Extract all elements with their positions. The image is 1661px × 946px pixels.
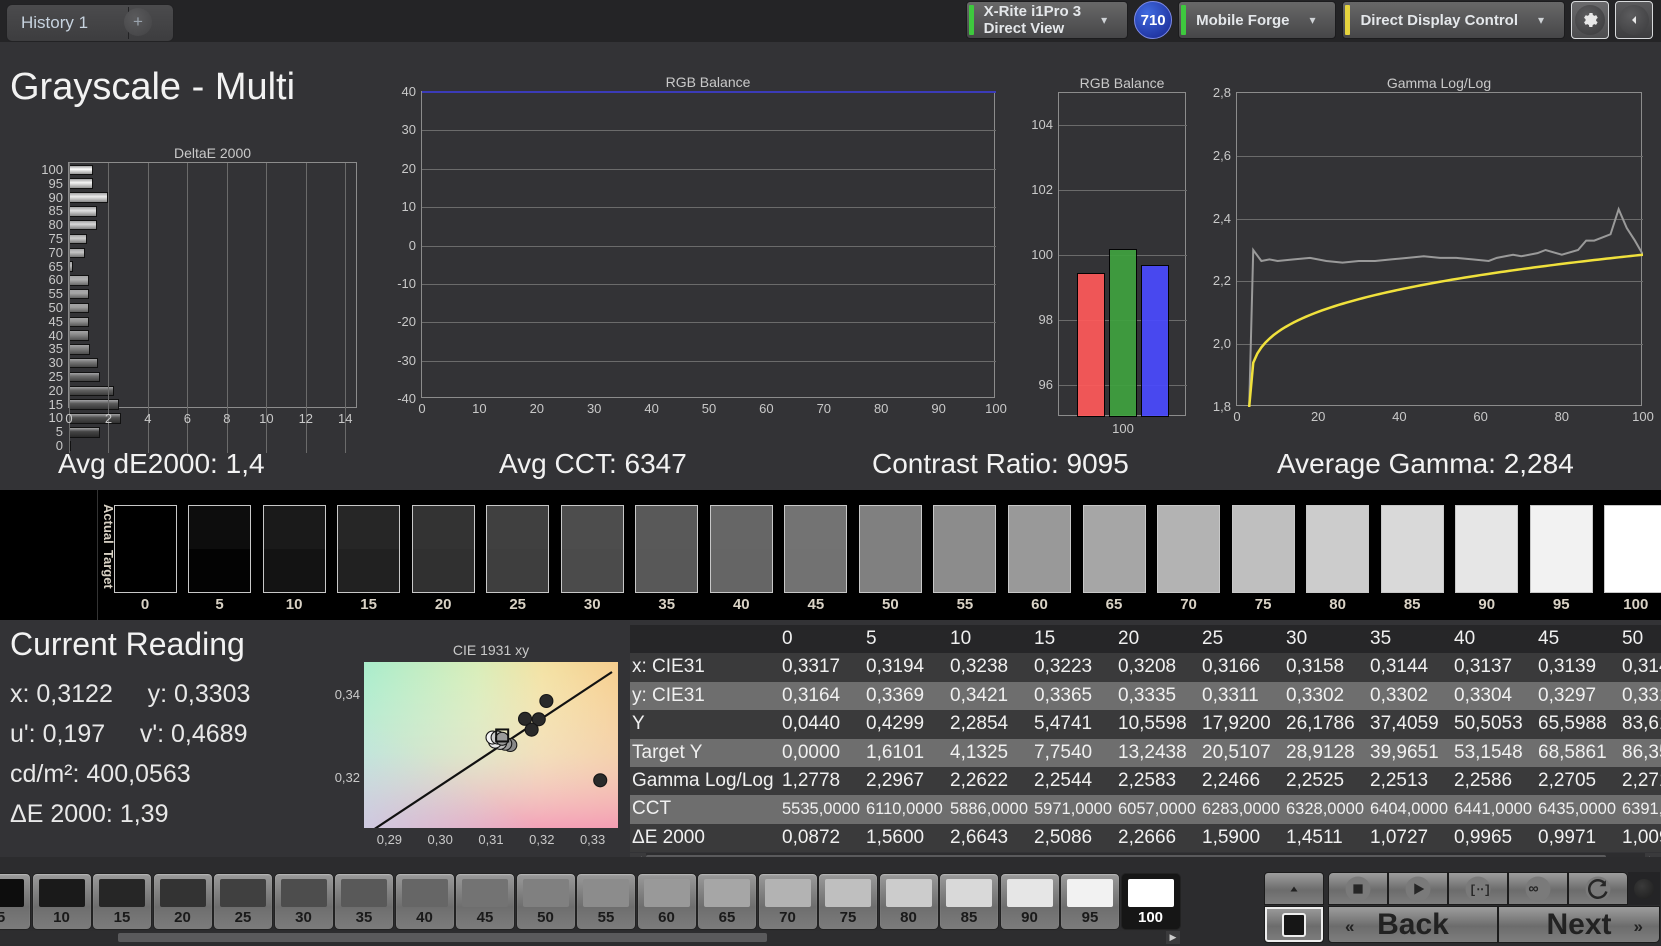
svg-text:∞: ∞ [1528,881,1538,897]
svg-text:[⋅⋅]: [⋅⋅] [1469,883,1491,897]
